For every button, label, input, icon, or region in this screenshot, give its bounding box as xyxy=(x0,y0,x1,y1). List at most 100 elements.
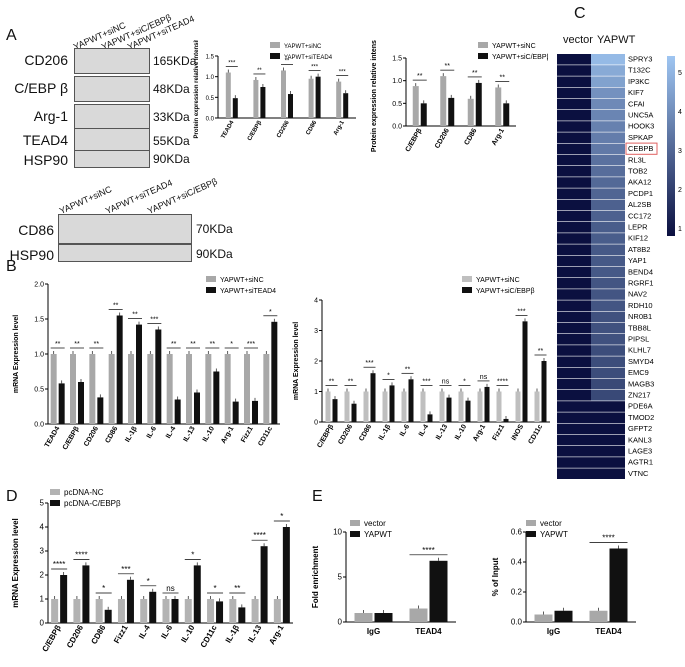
heatmap-cell xyxy=(591,244,625,255)
heatmap-cell xyxy=(591,233,625,244)
heatmap-cell xyxy=(591,166,625,177)
bar xyxy=(496,391,502,422)
bar xyxy=(252,400,258,424)
color-scale-tick: 2 xyxy=(678,187,682,194)
bar xyxy=(448,97,455,126)
y-tick-label: 3 xyxy=(40,547,45,556)
heatmap-cell xyxy=(557,278,591,289)
heatmap-gene-label: HOOK3 xyxy=(628,122,654,131)
bar xyxy=(184,599,192,623)
heatmap-col-label: vector xyxy=(563,34,593,46)
x-tick-label: Arg-1 xyxy=(267,623,286,646)
x-tick-label: CD11c xyxy=(257,425,274,447)
heatmap-gene-label: YAP1 xyxy=(628,256,647,265)
x-tick-label: IL-13 xyxy=(435,423,449,441)
heatmap-cell xyxy=(557,468,591,479)
panel-letter-c: C xyxy=(574,5,586,22)
heatmap-cell xyxy=(591,434,625,446)
significance-label: *** xyxy=(517,308,525,315)
legend-entry: YAPWT xyxy=(540,530,568,539)
bar xyxy=(325,391,331,422)
heatmap-gene-label: SPKAP xyxy=(628,133,653,142)
heatmap-cell xyxy=(591,255,625,267)
heatmap-cell xyxy=(591,401,625,412)
heatmap-cell xyxy=(591,334,625,345)
x-tick-label: IL-1β xyxy=(224,623,241,644)
significance-label: * xyxy=(102,584,105,593)
heatmap-cell xyxy=(557,345,591,356)
y-tick-label: 0.0 xyxy=(511,618,523,627)
legend-swatch xyxy=(350,531,360,537)
heatmap-cell xyxy=(557,233,591,244)
y-axis-label: % of Input xyxy=(491,557,500,596)
y-axis-label: Protein expression relative intensity xyxy=(194,40,200,139)
y-axis-label: Fold enrichment xyxy=(311,546,320,609)
bar xyxy=(116,315,123,424)
heatmap-gene-label: ZN217 xyxy=(628,391,651,400)
heatmap-gene-label: NAV2 xyxy=(628,290,647,299)
bar xyxy=(216,601,224,623)
significance-label: **** xyxy=(602,534,614,543)
significance-label: **** xyxy=(422,546,434,555)
legend-entry: pcDNA-C/EBPβ xyxy=(64,499,121,508)
blot-band-hsp90-2 xyxy=(58,244,192,262)
bar xyxy=(336,81,342,118)
heatmap-cell xyxy=(591,210,625,222)
y-tick-label: 4 xyxy=(314,298,318,305)
legend-entry: YAPWT+siC/EBPβ xyxy=(476,288,535,295)
legend-entry: YAPWT xyxy=(364,530,392,539)
blot-row-label: HSP90 xyxy=(9,247,54,263)
significance-label: **** xyxy=(253,531,265,540)
bar xyxy=(128,354,134,424)
chart-a1: 0.0 0.5 1.0 1.5 Protein expression relative … xyxy=(194,40,356,142)
significance-label: *** xyxy=(365,360,373,367)
heatmap-gene-label: RGRF1 xyxy=(628,279,653,288)
bar xyxy=(351,403,357,422)
x-tick-label: IL-10 xyxy=(179,623,196,644)
significance-label: **** xyxy=(497,379,508,386)
significance-label: ** xyxy=(348,379,354,386)
heatmap-cell xyxy=(591,143,625,155)
x-tick-label: CD86 xyxy=(305,119,318,136)
significance-label: ** xyxy=(500,74,506,81)
bar xyxy=(465,400,471,422)
heatmap-cell xyxy=(557,255,591,267)
legend-swatch xyxy=(478,42,488,48)
y-tick-label: 3 xyxy=(314,328,318,335)
significance-label: ** xyxy=(113,303,119,310)
x-tick-label: IL-1β xyxy=(378,423,393,442)
blot-kda: 165KDa xyxy=(153,54,197,68)
y-tick-label: 0.4 xyxy=(511,558,523,567)
significance-label: *** xyxy=(121,565,130,574)
heatmap-gene-label: T132C xyxy=(628,66,651,75)
significance-label: ** xyxy=(55,341,61,348)
chart-a2: 0.0 0.5 1.0 1.5 Protein expression relative … xyxy=(371,40,548,153)
heatmap-gene-label: TOB2 xyxy=(628,167,647,176)
x-tick-label: CD11c xyxy=(199,623,219,649)
x-tick-label: Fizz1 xyxy=(492,423,507,441)
bar xyxy=(374,613,393,622)
bar xyxy=(370,373,376,422)
heatmap-cell xyxy=(591,367,625,379)
heatmap-gene-label: RDH10 xyxy=(628,301,653,310)
heatmap-gene-label: NR0B1 xyxy=(628,312,652,321)
bar xyxy=(382,391,388,422)
bar xyxy=(515,391,521,422)
legend-entry: YAPWT+siTEAD4 xyxy=(220,288,276,295)
significance-label: ** xyxy=(234,584,240,593)
x-tick-label: Arg-1 xyxy=(220,425,235,444)
y-tick-label: 0.5 xyxy=(206,96,215,102)
heatmap-cell xyxy=(591,76,625,87)
bar xyxy=(446,397,452,422)
heatmap-cell xyxy=(557,132,591,143)
heatmap-cell xyxy=(591,356,625,367)
color-scale-bar xyxy=(667,56,675,236)
heatmap-cell xyxy=(591,378,625,390)
bar xyxy=(174,399,181,424)
heatmap-cell xyxy=(557,199,591,211)
heatmap-gene-label: IP3KC xyxy=(628,77,650,86)
x-tick-label: CD206 xyxy=(65,623,86,650)
legend-swatch xyxy=(206,287,216,293)
bar xyxy=(253,79,259,118)
bar xyxy=(282,527,290,623)
